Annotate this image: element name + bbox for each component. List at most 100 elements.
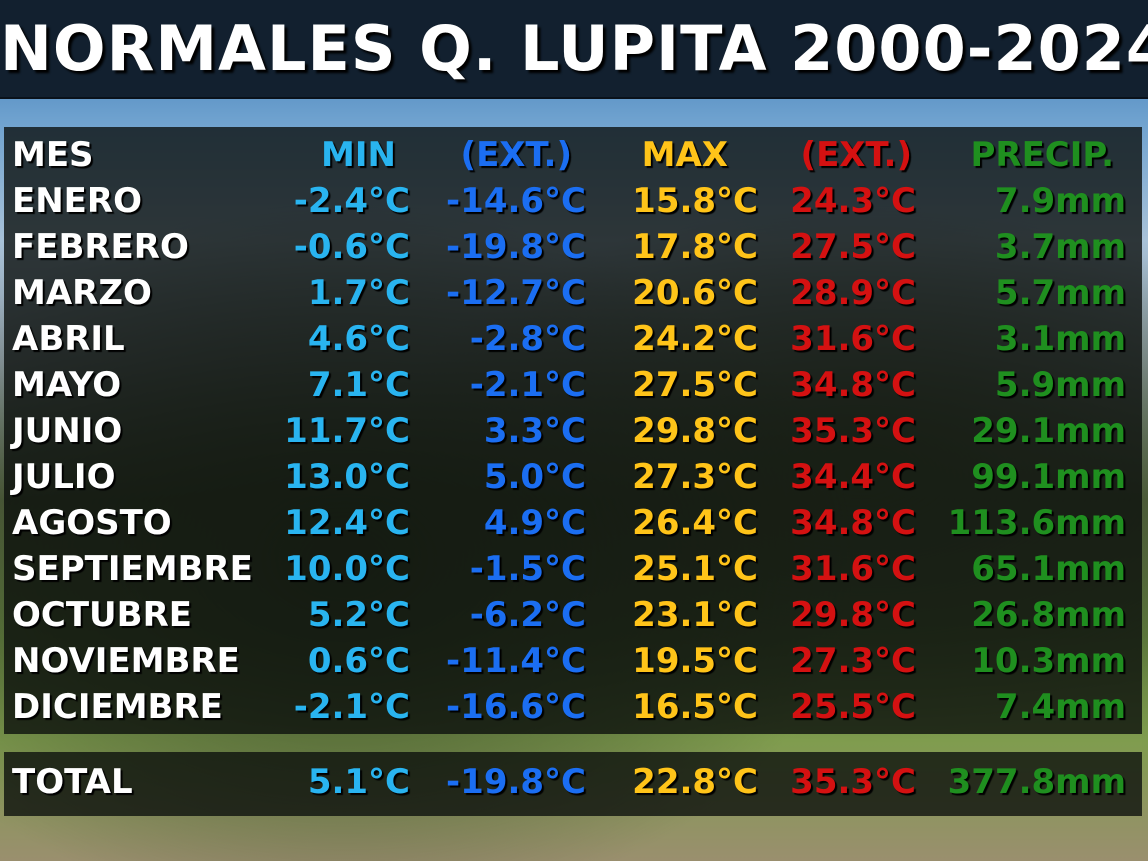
table-row: SEPTIEMBRE 10.0°C -1.5°C 25.1°C 31.6°C 65.1mm [0, 546, 1148, 592]
table-header: MES MIN (EXT.) MAX (EXT.) PRECIP. [0, 132, 1148, 178]
precip-value: 113.6mm [947, 503, 1126, 543]
max-temp: 20.6°C [632, 273, 758, 313]
max-temp: 25.1°C [632, 549, 758, 589]
table-row: ENERO -2.4°C -14.6°C 15.8°C 24.3°C 7.9mm [0, 178, 1148, 224]
ext-min-temp: 5.0°C [483, 457, 586, 497]
month-name: ABRIL [12, 319, 125, 359]
precip-value: 7.9mm [994, 181, 1126, 221]
precip-value: 3.1mm [994, 319, 1126, 359]
min-temp: 0.6°C [307, 641, 410, 681]
ext-min-temp: -11.4°C [446, 641, 586, 681]
total-ext-min: -19.8°C [446, 762, 586, 802]
month-name: DICIEMBRE [12, 687, 223, 727]
precip-value: 26.8mm [971, 595, 1126, 635]
ext-min-temp: -12.7°C [446, 273, 586, 313]
ext-max-temp: 27.3°C [790, 641, 916, 681]
total-min: 5.1°C [307, 762, 410, 802]
month-name: MAYO [12, 365, 122, 405]
month-name: NOVIEMBRE [12, 641, 240, 681]
header-mes: MES [12, 135, 94, 175]
max-temp: 27.3°C [632, 457, 758, 497]
month-name: ENERO [12, 181, 142, 221]
precip-value: 5.9mm [994, 365, 1126, 405]
month-name: OCTUBRE [12, 595, 192, 635]
table-row: ABRIL 4.6°C -2.8°C 24.2°C 31.6°C 3.1mm [0, 316, 1148, 362]
title-bar [0, 0, 1148, 99]
month-name: SEPTIEMBRE [12, 549, 253, 589]
ext-max-temp: 31.6°C [790, 549, 916, 589]
ext-min-temp: 3.3°C [483, 411, 586, 451]
month-name: FEBRERO [12, 227, 189, 267]
precip-value: 29.1mm [971, 411, 1126, 451]
min-temp: -2.4°C [293, 181, 410, 221]
header-max: MAX [641, 135, 728, 175]
min-temp: 1.7°C [307, 273, 410, 313]
total-row: TOTAL 5.1°C -19.8°C 22.8°C 35.3°C 377.8m… [0, 759, 1148, 805]
table-row: MARZO 1.7°C -12.7°C 20.6°C 28.9°C 5.7mm [0, 270, 1148, 316]
precip-value: 99.1mm [971, 457, 1126, 497]
table-row: JUNIO 11.7°C 3.3°C 29.8°C 35.3°C 29.1mm [0, 408, 1148, 454]
max-temp: 19.5°C [632, 641, 758, 681]
ext-min-temp: -19.8°C [446, 227, 586, 267]
total-max: 22.8°C [632, 762, 758, 802]
max-temp: 26.4°C [632, 503, 758, 543]
min-temp: 5.2°C [307, 595, 410, 635]
ext-max-temp: 24.3°C [790, 181, 916, 221]
ext-max-temp: 28.9°C [790, 273, 916, 313]
table-row: DICIEMBRE -2.1°C -16.6°C 16.5°C 25.5°C 7.4mm [0, 684, 1148, 730]
ext-max-temp: 34.8°C [790, 365, 916, 405]
ext-max-temp: 34.4°C [790, 457, 916, 497]
header-precip: PRECIP. [970, 135, 1114, 175]
min-temp: 12.4°C [284, 503, 410, 543]
max-temp: 16.5°C [632, 687, 758, 727]
page-title: NORMALES Q. LUPITA 2000-2024 [0, 12, 1148, 85]
table-row: JULIO 13.0°C 5.0°C 27.3°C 34.4°C 99.1mm [0, 454, 1148, 500]
ext-max-temp: 34.8°C [790, 503, 916, 543]
precip-value: 3.7mm [994, 227, 1126, 267]
precip-value: 7.4mm [994, 687, 1126, 727]
min-temp: 7.1°C [307, 365, 410, 405]
ext-min-temp: 4.9°C [483, 503, 586, 543]
ext-max-temp: 29.8°C [790, 595, 916, 635]
total-panel [4, 752, 1142, 816]
max-temp: 17.8°C [632, 227, 758, 267]
precip-value: 10.3mm [971, 641, 1126, 681]
ext-min-temp: -1.5°C [469, 549, 586, 589]
min-temp: 13.0°C [284, 457, 410, 497]
total-ext-max: 35.3°C [790, 762, 916, 802]
month-name: MARZO [12, 273, 152, 313]
max-temp: 15.8°C [632, 181, 758, 221]
ext-max-temp: 25.5°C [790, 687, 916, 727]
ext-min-temp: -16.6°C [446, 687, 586, 727]
ext-max-temp: 27.5°C [790, 227, 916, 267]
min-temp: 11.7°C [284, 411, 410, 451]
min-temp: -2.1°C [293, 687, 410, 727]
min-temp: 10.0°C [284, 549, 410, 589]
table-row: MAYO 7.1°C -2.1°C 27.5°C 34.8°C 5.9mm [0, 362, 1148, 408]
ext-min-temp: -2.1°C [469, 365, 586, 405]
ext-max-temp: 31.6°C [790, 319, 916, 359]
month-name: JUNIO [12, 411, 123, 451]
table-row: AGOSTO 12.4°C 4.9°C 26.4°C 34.8°C 113.6mm [0, 500, 1148, 546]
table-panel [4, 127, 1142, 734]
ext-max-temp: 35.3°C [790, 411, 916, 451]
header-min: MIN [321, 135, 396, 175]
total-label: TOTAL [12, 762, 133, 802]
max-temp: 24.2°C [632, 319, 758, 359]
min-temp: 4.6°C [307, 319, 410, 359]
table-row: NOVIEMBRE 0.6°C -11.4°C 19.5°C 27.3°C 10.3mm [0, 638, 1148, 684]
header-ext-max: (EXT.) [800, 135, 912, 175]
month-name: JULIO [12, 457, 116, 497]
max-temp: 27.5°C [632, 365, 758, 405]
table-row: FEBRERO -0.6°C -19.8°C 17.8°C 27.5°C 3.7mm [0, 224, 1148, 270]
header-ext-min: (EXT.) [460, 135, 572, 175]
total-precip: 377.8mm [947, 762, 1126, 802]
ext-min-temp: -14.6°C [446, 181, 586, 221]
precip-value: 65.1mm [971, 549, 1126, 589]
month-name: AGOSTO [12, 503, 172, 543]
max-temp: 23.1°C [632, 595, 758, 635]
ext-min-temp: -6.2°C [469, 595, 586, 635]
precip-value: 5.7mm [994, 273, 1126, 313]
table-row: OCTUBRE 5.2°C -6.2°C 23.1°C 29.8°C 26.8mm [0, 592, 1148, 638]
max-temp: 29.8°C [632, 411, 758, 451]
